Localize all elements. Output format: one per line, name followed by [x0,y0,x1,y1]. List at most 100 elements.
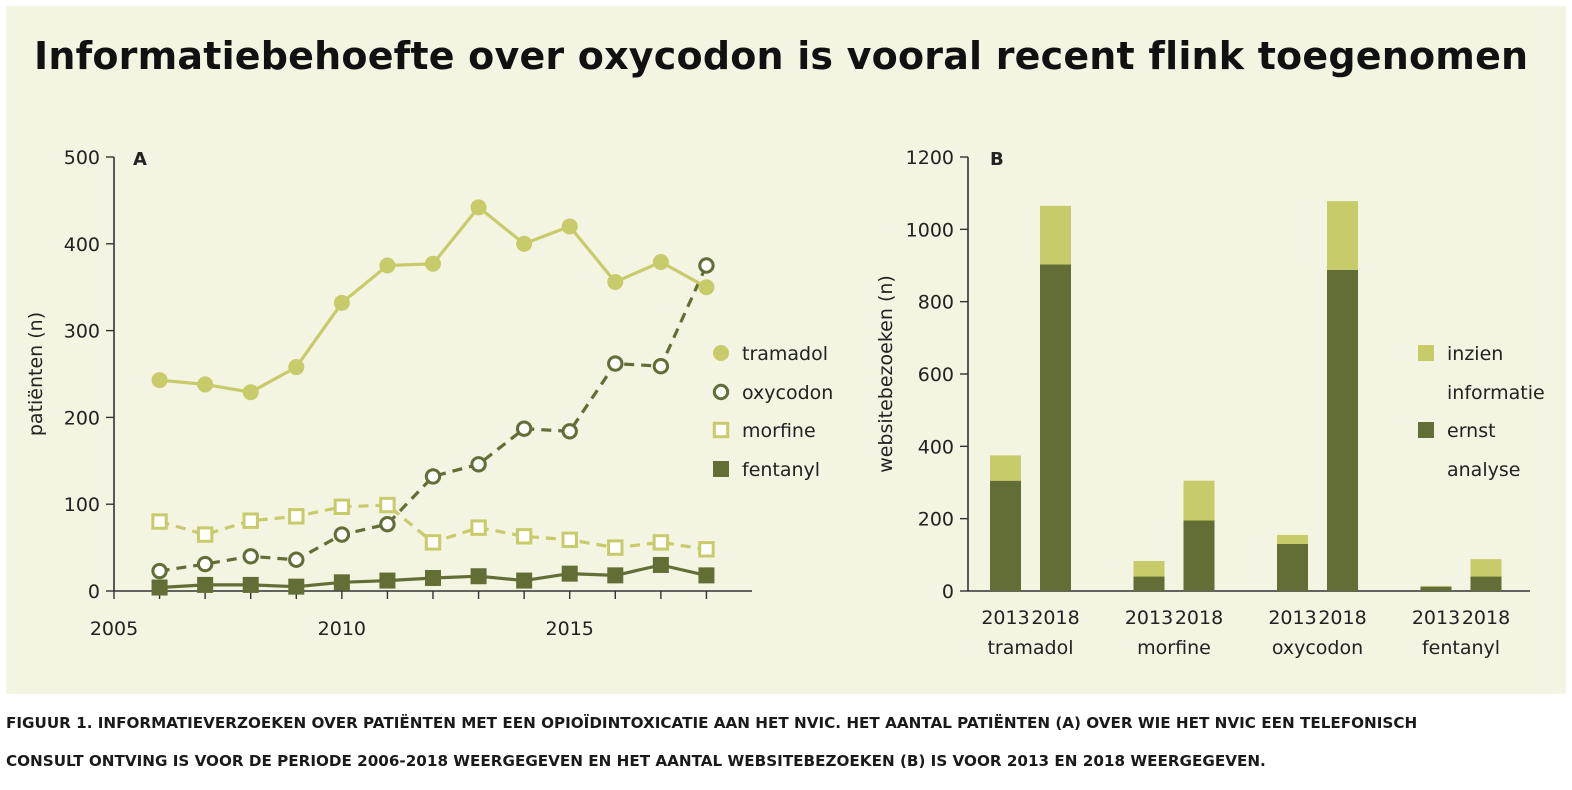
a-point-fentanyl [333,574,350,591]
a-point-oxycodon [607,355,624,372]
b-x-tick-label-year: 2018 [1031,607,1079,629]
b-x-tick-label-year: 2013 [1268,607,1316,629]
a-point-tramadol [607,273,624,290]
b-panel-label: B [990,149,1004,170]
b-bar-oxycodon-2018-ernst [1327,269,1358,591]
b-bar-morfine-2013-ernst [1133,576,1165,591]
a-point-tramadol [333,294,350,311]
b-x-tick-label-year: 2018 [1175,607,1223,629]
a-point-tramadol [151,372,168,389]
b-legend-label-ernst-line2: analyse [1447,459,1520,481]
a-point-tramadol [516,235,533,252]
a-point-oxycodon [288,551,305,568]
b-x-tick-label-year: 2013 [1125,607,1173,629]
a-point-oxycodon [333,526,351,543]
a-y-axis-title: patiënten (n) [25,312,47,436]
a-point-fentanyl [607,567,624,584]
a-y-tick-label: 300 [64,321,100,343]
a-point-tramadol [379,257,396,274]
b-x-group-label-tramadol: tramadol [987,637,1073,659]
a-point-tramadol [197,376,214,393]
a-point-tramadol [242,384,259,401]
a-legend-marker-fentanyl [713,461,729,477]
a-y-tick-label: 100 [64,494,100,516]
a-y-tick-label: 0 [88,581,100,603]
a-point-fentanyl [151,579,168,596]
a-panel-label: A [133,149,147,170]
b-legend-label-inzien-line1: inzien [1447,343,1503,365]
a-point-morfine [379,496,396,514]
a-point-fentanyl [698,567,715,584]
b-x-group-label-morfine: morfine [1137,637,1211,659]
a-point-fentanyl [470,568,487,585]
a-point-oxycodon [652,357,670,375]
b-y-tick-label: 1000 [906,219,954,241]
a-legend-label-morfine: morfine [742,420,816,442]
a-point-tramadol [698,279,715,296]
a-x-tick-label: 2015 [546,618,594,640]
b-legend-swatch-inzien [1418,345,1434,361]
a-y-tick-label: 500 [64,147,100,169]
a-point-fentanyl [561,565,578,582]
a-y-tick-label: 200 [64,407,100,429]
a-point-oxycodon [698,257,715,274]
b-bar-morfine-2013-inzien [1133,560,1165,577]
a-point-fentanyl [379,572,396,589]
b-legend-label-ernst-line1: ernst [1447,420,1496,442]
b-y-axis-title: websitebezoeken (n) [875,275,897,473]
a-point-fentanyl [197,576,214,593]
caption-line-2: CONSULT ONTVING IS VOOR DE PERIODE 2006-… [6,752,1266,770]
a-legend-label-oxycodon: oxycodon [742,382,833,404]
b-x-tick-label-year: 2018 [1318,607,1366,629]
a-point-oxycodon [424,468,442,485]
a-legend-label-fentanyl: fentanyl [742,459,820,481]
a-point-morfine [652,534,670,551]
b-x-tick-label-year: 2013 [981,607,1029,629]
a-y-tick-label: 400 [64,234,100,256]
a-line-oxycodon [159,264,708,573]
b-legend-label-inzien-line2: informatie [1447,382,1545,404]
b-y-tick-label: 800 [918,292,954,314]
b-bar-tramadol-2018-ernst [1040,264,1071,591]
a-point-fentanyl [516,572,533,589]
a-point-tramadol [652,254,669,271]
a-point-morfine [196,526,214,543]
b-y-tick-label: 1200 [906,147,954,169]
a-point-fentanyl [242,576,259,593]
a-point-morfine [242,512,259,529]
a-point-oxycodon [561,423,578,440]
a-point-tramadol [425,255,441,272]
a-legend-marker-morfine [712,421,730,439]
a-point-tramadol [561,218,578,235]
b-bar-tramadol-2013-ernst [990,480,1021,591]
a-point-oxycodon [515,420,533,437]
a-x-tick-label: 2010 [318,618,366,640]
b-legend-swatch-ernst [1418,422,1434,438]
a-point-morfine [288,508,305,525]
b-bar-tramadol-2013-inzien [990,455,1021,481]
a-point-oxycodon [470,456,487,473]
a-point-morfine [698,541,715,558]
a-point-tramadol [288,359,305,376]
a-point-morfine [607,539,624,556]
a-point-fentanyl [425,569,441,586]
a-point-morfine [424,534,442,551]
a-point-oxycodon [151,562,168,580]
a-point-morfine [561,531,578,548]
a-point-fentanyl [288,578,305,595]
a-point-tramadol [470,199,487,216]
a-point-morfine [151,513,168,530]
caption-line-1: FIGUUR 1. INFORMATIEVERZOEKEN OVER PATIË… [6,714,1418,732]
b-bar-morfine-2018-inzien [1183,480,1215,521]
b-bar-fentanyl-2013-ernst [1420,586,1452,591]
b-bar-fentanyl-2018-inzien [1470,559,1502,577]
a-point-morfine [515,528,533,545]
b-y-tick-label: 200 [918,509,954,531]
a-x-tick-label: 2005 [90,618,138,640]
b-x-group-label-oxycodon: oxycodon [1272,637,1363,659]
b-bar-morfine-2018-ernst [1183,520,1215,591]
b-x-tick-label-year: 2018 [1462,607,1510,629]
